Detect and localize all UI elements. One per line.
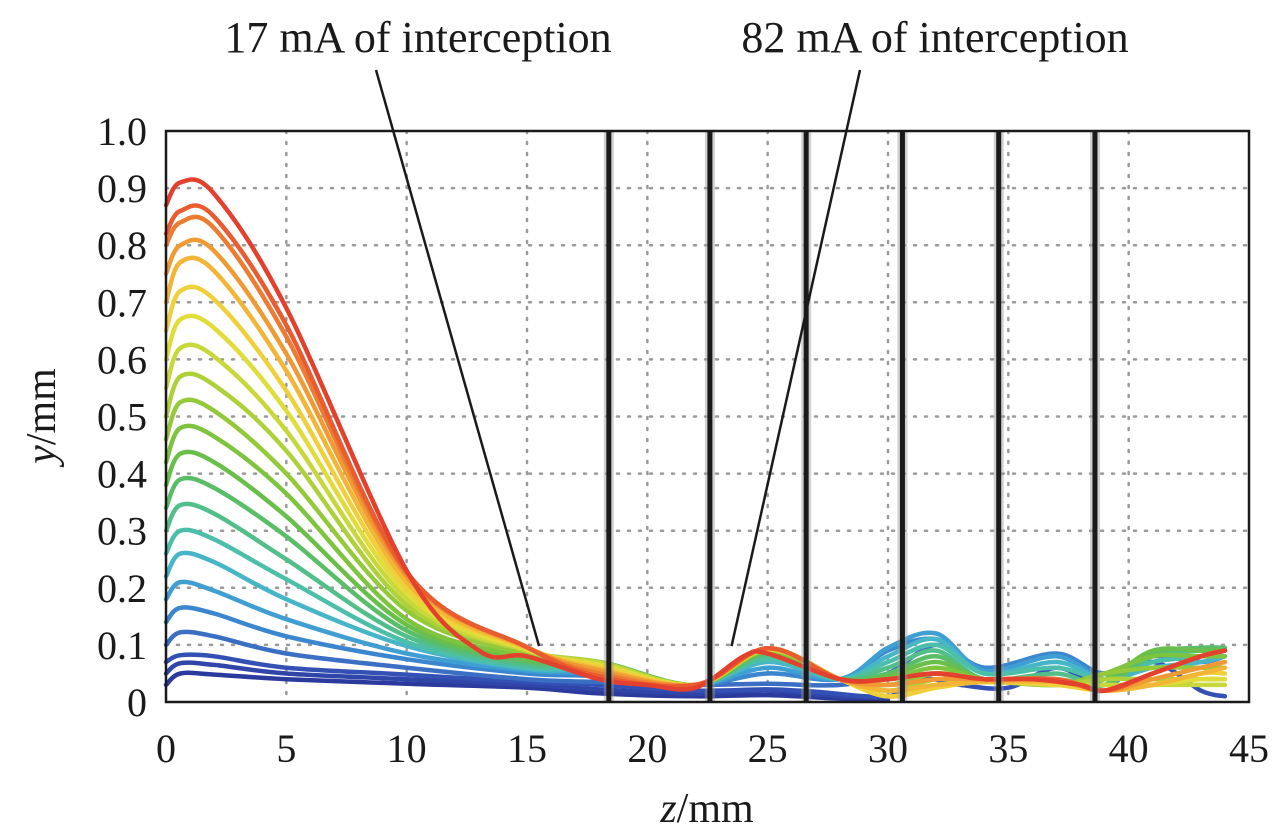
electrode-bars xyxy=(603,131,1100,702)
x-tick-label: 10 xyxy=(387,726,427,771)
y-tick-label: 0.7 xyxy=(97,280,147,325)
y-tick-label: 0.2 xyxy=(97,566,147,611)
annotation-label-0: 17 mA of interception xyxy=(224,13,611,62)
annotation-label-1: 82 mA of interception xyxy=(741,13,1128,62)
series-line-0 xyxy=(163,670,891,702)
annotation-leader-1 xyxy=(730,69,862,647)
y-tick-label: 0.3 xyxy=(97,509,147,554)
plot-frame xyxy=(164,129,1251,704)
x-tick-label: 35 xyxy=(988,726,1028,771)
x-tick-label: 25 xyxy=(748,726,788,771)
y-tick-label: 0 xyxy=(127,680,147,725)
y-tick-label: 1.0 xyxy=(97,109,147,154)
y-axis-label: y/mm xyxy=(19,368,65,468)
annotations: 17 mA of interception 82 mA of intercepti… xyxy=(224,13,1129,647)
x-tick-label: 0 xyxy=(156,726,176,771)
x-tick-label: 20 xyxy=(627,726,667,771)
series-line-16 xyxy=(163,284,1228,699)
y-tick-label: 0.9 xyxy=(97,166,147,211)
series-lines xyxy=(163,177,1228,702)
x-tick-label: 5 xyxy=(276,726,296,771)
y-tick-label: 0.4 xyxy=(97,452,147,497)
annotation-leader-0 xyxy=(374,69,541,647)
y-tick-label: 0.5 xyxy=(97,395,147,440)
x-tick-label: 40 xyxy=(1109,726,1149,771)
y-tick-labels: 0 0.1 0.2 0.3 0.4 0.5 0.6 0.7 0.8 0.9 1.0 xyxy=(97,109,147,725)
x-tick-label: 30 xyxy=(868,726,908,771)
x-tick-labels: 0 5 10 15 20 25 30 35 40 45 xyxy=(156,726,1269,771)
series-line-18 xyxy=(163,237,1228,693)
y-tick-label: 0.8 xyxy=(97,223,147,268)
series-line-6 xyxy=(163,550,1228,688)
series-line-21 xyxy=(163,177,1228,694)
x-tick-label: 45 xyxy=(1229,726,1269,771)
y-tick-label: 0.6 xyxy=(97,337,147,382)
y-tick-label: 0.1 xyxy=(97,623,147,668)
x-tick-label: 15 xyxy=(507,726,547,771)
x-axis-label: z/mm xyxy=(659,786,754,832)
